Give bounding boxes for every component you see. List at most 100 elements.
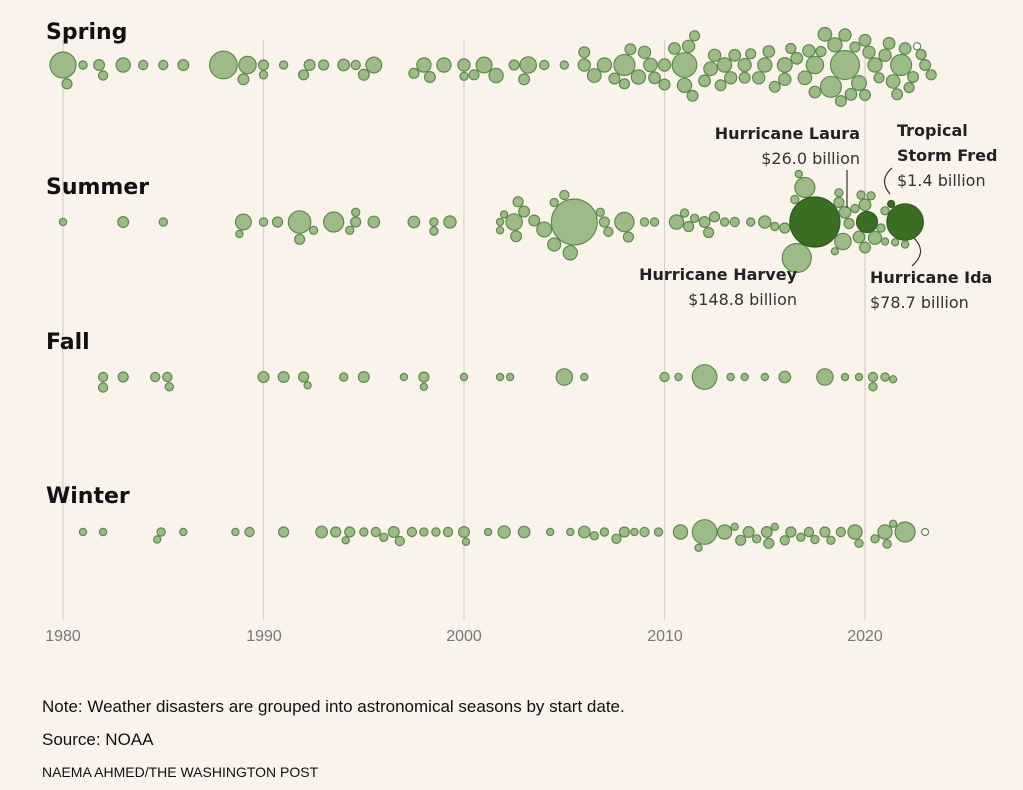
winter-bubble-disaster[interactable] — [406, 526, 418, 538]
fall-bubble-disaster[interactable] — [880, 372, 890, 382]
summer-bubble-disaster[interactable] — [505, 213, 523, 231]
winter-bubble-disaster[interactable] — [344, 526, 356, 538]
spring-bubble-disaster[interactable] — [158, 59, 169, 71]
winter-bubble-disaster[interactable] — [639, 526, 650, 538]
summer-bubble-disaster[interactable] — [294, 233, 306, 245]
spring-bubble-disaster[interactable] — [93, 58, 106, 71]
winter-bubble-disaster[interactable] — [920, 527, 930, 537]
spring-bubble-disaster[interactable] — [258, 70, 269, 80]
summer-bubble-disaster[interactable] — [603, 226, 614, 237]
spring-bubble-disaster[interactable] — [790, 51, 804, 65]
summer-bubble-disaster[interactable] — [536, 221, 553, 238]
spring-bubble-disaster[interactable] — [303, 58, 316, 71]
winter-bubble-disaster[interactable] — [819, 526, 831, 538]
winter-bubble-disaster[interactable] — [179, 527, 188, 537]
spring-bubble-disaster[interactable] — [889, 53, 913, 77]
fall-bubble-disaster[interactable] — [495, 372, 505, 382]
summer-bubble-disaster[interactable] — [622, 231, 635, 243]
fall-bubble-disaster[interactable] — [778, 370, 792, 384]
summer-bubble-disaster[interactable] — [890, 238, 900, 247]
spring-bubble-disaster[interactable] — [457, 58, 471, 72]
spring-bubble-disaster[interactable] — [365, 56, 383, 74]
spring-bubble-disaster[interactable] — [919, 58, 932, 71]
spring-bubble-disaster[interactable] — [903, 81, 915, 94]
summer-bubble-disaster[interactable] — [495, 217, 505, 227]
spring-bubble-disaster[interactable] — [834, 94, 847, 107]
spring-bubble-disaster[interactable] — [858, 88, 871, 101]
spring-bubble-disaster[interactable] — [849, 41, 861, 53]
winter-bubble-disaster[interactable] — [826, 535, 836, 546]
summer-bubble-disaster[interactable] — [858, 241, 871, 254]
spring-bubble-disaster[interactable] — [408, 67, 420, 79]
spring-bubble-disaster[interactable] — [475, 56, 493, 74]
winter-bubble-disaster[interactable] — [231, 527, 240, 537]
spring-bubble-disaster[interactable] — [716, 57, 733, 73]
summer-bubble-disaster[interactable] — [58, 217, 68, 227]
summer-bubble-disaster[interactable] — [867, 230, 883, 245]
spring-bubble-disaster[interactable] — [508, 59, 520, 71]
summer-bubble-disaster[interactable] — [495, 226, 505, 235]
summer-bubble-disaster[interactable] — [790, 194, 800, 205]
fall-bubble-disaster[interactable] — [257, 371, 270, 384]
spring-bubble-disaster[interactable] — [318, 59, 330, 71]
spring-bubble-disaster[interactable] — [737, 57, 752, 73]
summer-bubble-disaster[interactable] — [429, 226, 439, 236]
summer-bubble-disaster[interactable] — [779, 222, 791, 234]
summer-bubble-disaster[interactable] — [235, 229, 244, 239]
spring-bubble-disaster[interactable] — [815, 45, 827, 58]
fall-bubble-disaster[interactable] — [555, 368, 574, 386]
spring-bubble-disaster[interactable] — [630, 69, 647, 85]
summer-bubble-disaster[interactable] — [510, 230, 523, 243]
spring-bubble-disaster[interactable] — [867, 57, 883, 73]
summer-bubble-disaster[interactable] — [234, 213, 252, 231]
summer-bubble-disaster[interactable] — [833, 196, 845, 209]
winter-bubble-disaster[interactable] — [618, 526, 631, 538]
spring-bubble-disaster[interactable] — [637, 45, 652, 60]
spring-bubble-disaster[interactable] — [850, 74, 867, 91]
fall-bubble-disaster[interactable] — [760, 372, 770, 382]
spring-bubble-disaster[interactable] — [416, 57, 432, 73]
spring-bubble-disaster[interactable] — [805, 55, 825, 75]
summer-bubble-disaster[interactable] — [550, 198, 598, 246]
winter-bubble-disaster[interactable] — [653, 527, 664, 537]
spring-bubble-disaster[interactable] — [728, 48, 742, 62]
fall-bubble-disaster[interactable] — [888, 375, 898, 384]
summer-bubble-disaster[interactable] — [547, 237, 562, 252]
winter-bubble-disaster[interactable] — [770, 522, 780, 532]
fall-bubble-disaster[interactable] — [674, 372, 683, 382]
summer-bubble-disaster[interactable] — [770, 221, 780, 232]
summer-bubble-disaster[interactable] — [852, 230, 866, 244]
spring-bubble-disaster[interactable] — [891, 88, 904, 101]
summer-bubble-disaster[interactable] — [781, 242, 812, 274]
spring-bubble-disaster[interactable] — [885, 74, 901, 89]
fall-bubble-disaster[interactable] — [459, 372, 469, 382]
winter-bubble-disaster[interactable] — [752, 534, 762, 544]
summer-bubble-disaster[interactable] — [351, 207, 361, 217]
spring-bubble-disaster[interactable] — [137, 59, 149, 71]
spring-bubble-disaster[interactable] — [423, 70, 436, 83]
spring-bubble-disaster[interactable] — [61, 78, 73, 90]
winter-bubble-disaster[interactable] — [152, 535, 162, 544]
spring-bubble-disaster[interactable] — [907, 70, 920, 83]
spring-bubble-disaster[interactable] — [578, 46, 591, 59]
summer-bubble-disaster[interactable] — [649, 217, 660, 227]
spring-bubble-disaster[interactable] — [78, 60, 88, 70]
summer-bubble-hurricane-ida[interactable] — [886, 203, 924, 241]
spring-bubble-disaster[interactable] — [858, 33, 872, 47]
spring-bubble-disaster[interactable] — [237, 73, 250, 86]
summer-bubble-disaster[interactable] — [308, 225, 319, 235]
summer-bubble-disaster[interactable] — [794, 176, 816, 199]
summer-bubble-disaster[interactable] — [708, 211, 721, 223]
summer-bubble-disaster[interactable] — [668, 214, 685, 230]
winter-bubble-disaster[interactable] — [888, 519, 898, 529]
summer-bubble-disaster[interactable] — [746, 217, 756, 227]
winter-bubble-disaster[interactable] — [810, 534, 820, 545]
winter-bubble-disaster[interactable] — [442, 526, 454, 538]
winter-bubble-disaster[interactable] — [870, 534, 880, 544]
fall-bubble-disaster[interactable] — [117, 371, 129, 383]
fall-bubble-disaster[interactable] — [726, 372, 735, 382]
winter-bubble-disaster[interactable] — [483, 527, 493, 537]
summer-bubble-disaster[interactable] — [830, 247, 840, 256]
winter-bubble-disaster[interactable] — [691, 519, 718, 545]
winter-bubble-disaster[interactable] — [330, 526, 342, 538]
